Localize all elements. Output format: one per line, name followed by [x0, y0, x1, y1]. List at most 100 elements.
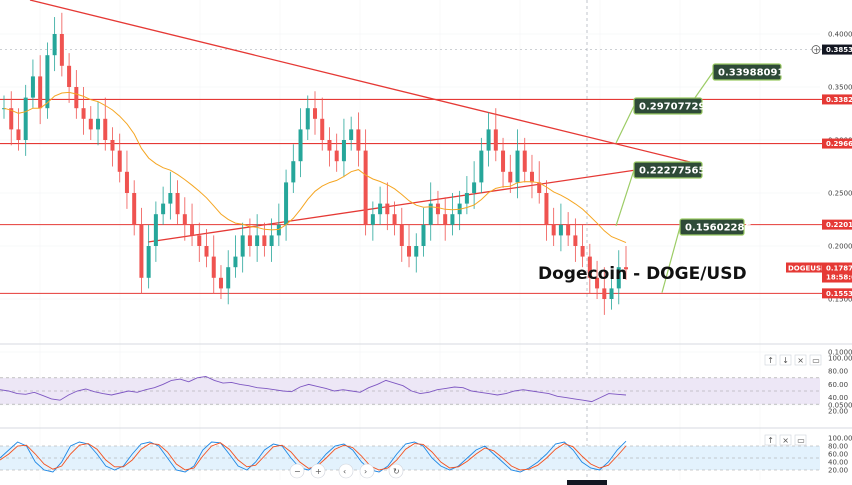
scroll-right-button-glyph: › — [364, 467, 367, 476]
candle-body — [38, 76, 43, 109]
maximize-icon-glyph: ▭ — [812, 356, 820, 365]
oscillator-tick-label: 60.00 — [828, 381, 848, 389]
arrow-up-icon[interactable] — [764, 434, 777, 446]
time-axis-marker — [567, 480, 607, 485]
candle-body — [443, 214, 448, 225]
support-tag: 0.15531 — [826, 290, 852, 298]
candle-body — [486, 129, 491, 151]
candle-body — [81, 108, 86, 119]
candle-body — [609, 288, 614, 299]
scroll-left-button-bg — [338, 463, 354, 479]
callout-box — [712, 63, 782, 81]
oscillator-tick-label: 40.00 — [828, 394, 848, 402]
countdown-tag: 18:58:00 — [826, 274, 852, 282]
plus-glyph: + — [813, 45, 820, 54]
candle-body — [96, 118, 101, 130]
candle-body — [537, 182, 542, 193]
candle-body — [595, 277, 600, 289]
candle-body — [247, 235, 252, 246]
oscillator-tick-label: 80.00 — [828, 443, 848, 451]
scroll-left-button[interactable]: ‹ — [338, 463, 354, 479]
scroll-right-button[interactable]: › — [359, 463, 375, 479]
candle-body — [580, 246, 585, 257]
main-grid — [0, 0, 820, 480]
resistance-tag-bg — [822, 138, 852, 149]
candle-body — [117, 150, 122, 172]
zoom-in-button[interactable]: + — [310, 463, 326, 479]
candle-body — [378, 203, 383, 215]
candle-body — [74, 87, 79, 109]
candle-body — [522, 150, 527, 172]
candle-body — [515, 150, 520, 183]
zoom-out-button[interactable]: − — [289, 463, 305, 479]
candle-body — [587, 256, 592, 278]
candle-body — [370, 214, 375, 225]
callout-box — [679, 218, 745, 236]
reset-button-bg — [388, 463, 404, 479]
arrow-up-icon-glyph: ↑ — [767, 436, 774, 445]
candle-body — [255, 235, 260, 246]
candle-body — [551, 224, 556, 236]
candle-body — [175, 193, 180, 215]
candle-body — [16, 129, 21, 140]
candle-body — [88, 118, 93, 130]
arrow-up-icon[interactable] — [764, 354, 777, 366]
ascending-trendline — [147, 161, 691, 243]
candle-body — [501, 150, 506, 172]
zoom-out-button-glyph: − — [294, 467, 301, 476]
candle-body — [132, 193, 137, 225]
support-tag-bg — [822, 288, 852, 299]
candle-body — [421, 224, 426, 246]
candle-body — [67, 65, 72, 87]
close-icon[interactable] — [779, 434, 792, 446]
candle-body — [305, 108, 310, 130]
candle-body — [493, 129, 498, 151]
candle-body — [204, 246, 209, 257]
candle-body — [407, 246, 412, 257]
candle-body — [385, 203, 390, 215]
candle-body — [616, 267, 621, 289]
candle-body — [334, 150, 339, 162]
candle-body — [45, 55, 50, 109]
arrow-down-icon-glyph: ↓ — [782, 356, 789, 365]
symbol-tag: DOGEUSD — [788, 265, 827, 273]
candle-body — [9, 108, 14, 130]
callout-pointer — [615, 105, 635, 144]
callout-pointer — [661, 226, 681, 293]
price-axis-tags: 0.38532 0.33827 0.29664 0.22016 0.15531 DOGEU… — [786, 44, 852, 299]
moving-average-line — [3, 91, 627, 244]
candle-body — [182, 214, 187, 225]
candle-body — [276, 224, 281, 236]
trendlines — [29, 0, 691, 243]
zoom-in-button-glyph: + — [315, 467, 322, 476]
candle-body — [30, 76, 35, 98]
maximize-icon[interactable] — [809, 354, 822, 366]
scroll-left-button-glyph: ‹ — [343, 467, 346, 476]
candle-body — [218, 277, 223, 289]
arrow-down-icon[interactable] — [779, 354, 792, 366]
candlesticks — [2, 12, 628, 315]
current-price-tag-bg — [822, 262, 852, 283]
descending-trendline — [29, 0, 691, 163]
close-icon[interactable] — [794, 354, 807, 366]
callout-pointer — [615, 169, 635, 227]
candle-body — [479, 150, 484, 183]
candle-body — [602, 288, 607, 299]
oscillator-tick-label: 20.00 — [828, 407, 848, 415]
candle-body — [558, 224, 563, 236]
current-price-tag: 0.17876 — [826, 265, 852, 273]
reset-button[interactable]: ↻ — [388, 463, 404, 479]
maximize-icon[interactable] — [794, 434, 807, 446]
maximize-icon-glyph: ▭ — [797, 436, 805, 445]
candle-body — [124, 171, 129, 193]
candle-body — [190, 224, 195, 236]
add-alert-icon — [811, 45, 821, 54]
candle-body — [363, 150, 368, 225]
candle-body — [624, 267, 628, 270]
candle-body — [349, 129, 354, 140]
resistance-tag: 0.33827 — [826, 96, 852, 104]
oscillator-tick-label: 40.00 — [828, 459, 848, 467]
